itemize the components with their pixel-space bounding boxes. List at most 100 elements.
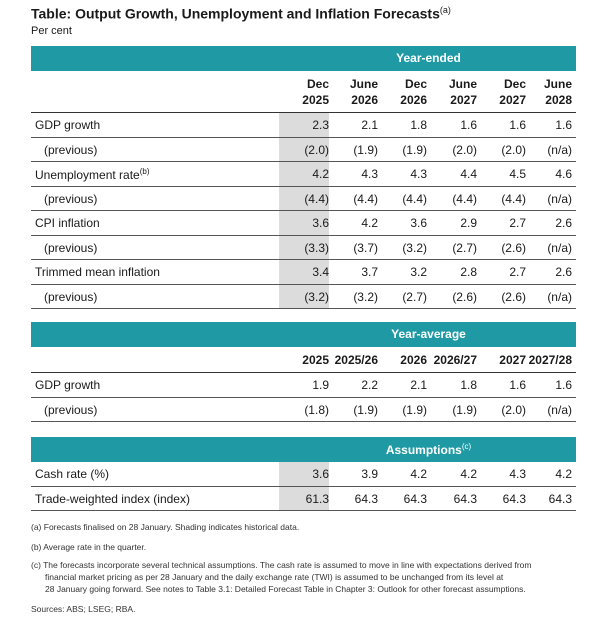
table-cell: 1.8 bbox=[410, 118, 427, 132]
table-cell: 3.7 bbox=[361, 265, 378, 279]
row-label: Unemployment rate(b) bbox=[35, 167, 150, 182]
col-header: 2025 bbox=[302, 353, 329, 367]
table-cell: (4.4) bbox=[353, 191, 378, 206]
table-cell: 2.9 bbox=[460, 216, 477, 230]
table-cell: 3.6 bbox=[410, 216, 427, 230]
table-cell: (n/a) bbox=[547, 402, 572, 417]
table-cell: (2.0) bbox=[501, 142, 526, 157]
table-cell: 1.9 bbox=[312, 378, 329, 392]
col-header: 2027 bbox=[499, 353, 526, 367]
row-label: Trimmed mean inflation bbox=[35, 265, 160, 279]
table-cell: 3.6 bbox=[279, 462, 329, 486]
table-cell: (2.7) bbox=[452, 240, 477, 255]
table-cell: 4.2 bbox=[279, 162, 329, 186]
footnote-c: (c) The forecasts incorporate several te… bbox=[31, 559, 571, 595]
row-label: GDP growth bbox=[35, 378, 101, 392]
table-cell: 2.6 bbox=[555, 216, 572, 230]
col-header: June 2027 bbox=[448, 77, 477, 107]
table-cell: 2.7 bbox=[509, 216, 526, 230]
footnote-a: (a) Forecasts finalised on 28 January. S… bbox=[31, 522, 300, 532]
table-cell: 64.3 bbox=[548, 491, 572, 506]
table-cell: (4.4) bbox=[501, 191, 526, 206]
table-cell: 4.2 bbox=[460, 467, 477, 481]
table-row: GDP growth 2.3 2.1 1.8 1.6 1.6 1.6 bbox=[31, 113, 576, 138]
table-cell: 4.5 bbox=[509, 167, 526, 181]
table-cell: 2.6 bbox=[555, 265, 572, 279]
table-cell: (4.4) bbox=[452, 191, 477, 206]
table-cell: 64.3 bbox=[403, 491, 427, 506]
table-cell: (2.7) bbox=[402, 289, 427, 304]
table-cell: 3.2 bbox=[410, 265, 427, 279]
table-cell: 3.6 bbox=[279, 211, 329, 235]
table-cell: (1.9) bbox=[402, 402, 427, 417]
year-average-header: 2025 2025/26 2026 2026/27 2027 2027/28 bbox=[31, 347, 576, 373]
row-label: CPI inflation bbox=[35, 216, 100, 230]
table-cell: (n/a) bbox=[547, 142, 572, 157]
row-label: Cash rate (%) bbox=[35, 467, 110, 481]
table-row: Trimmed mean inflation 3.4 3.7 3.2 2.8 2.7 2.6 bbox=[31, 260, 576, 285]
table-cell: (4.4) bbox=[402, 191, 427, 206]
footnote-b: (b) Average rate in the quarter. bbox=[31, 542, 147, 552]
table-row: (previous) (3.3) (3.7) (3.2) (2.7) (2.6) (n/a) bbox=[31, 235, 576, 260]
footnote-c-line: financial market pricing as per 28 Janua… bbox=[45, 572, 504, 582]
col-header: Dec 2027 bbox=[499, 77, 526, 107]
table-cell: 4.3 bbox=[410, 167, 427, 181]
table-cell: 2.7 bbox=[509, 265, 526, 279]
table-cell: 2.3 bbox=[279, 113, 329, 137]
table-cell: (n/a) bbox=[547, 240, 572, 255]
row-label: (previous) bbox=[44, 191, 98, 206]
table-cell: 2.2 bbox=[361, 378, 378, 392]
table-cell: (3.2) bbox=[402, 240, 427, 255]
table-cell: (2.6) bbox=[452, 289, 477, 304]
unit-label: Per cent bbox=[31, 25, 72, 37]
table-cell: (2.0) bbox=[501, 402, 526, 417]
band-label: Assumptions(c) bbox=[385, 442, 472, 457]
col-header: 2026/27 bbox=[433, 353, 477, 367]
assumptions-section: Assumptions(c) Cash rate (%) 3.6 3.9 4.2 4.2… bbox=[31, 437, 576, 511]
table-cell: (1.9) bbox=[452, 402, 477, 417]
sources-note: Sources: ABS; LSEG; RBA. bbox=[31, 604, 136, 614]
table-cell: (2.0) bbox=[279, 137, 329, 161]
table-cell: (2.6) bbox=[501, 289, 526, 304]
table-cell: 2.1 bbox=[361, 118, 378, 132]
table-cell: 1.6 bbox=[509, 378, 526, 392]
table-cell: (1.9) bbox=[353, 402, 378, 417]
table-row: Trade-weighted index (index) 61.3 64.3 64.3… bbox=[31, 486, 576, 511]
table-cell: 2.1 bbox=[410, 378, 427, 392]
band-label: Year-ended bbox=[396, 51, 461, 65]
row-label: (previous) bbox=[44, 240, 98, 255]
table-cell: (4.4) bbox=[279, 186, 329, 210]
band-label: Year-average bbox=[391, 327, 466, 341]
year-average-band: Year-average bbox=[31, 322, 576, 347]
table-cell: 4.2 bbox=[555, 467, 572, 481]
year-ended-band: Year-ended bbox=[31, 46, 576, 71]
year-ended-section: Year-ended Dec 2025 June 2026 Dec 2026 June… bbox=[31, 46, 576, 309]
table-cell: 1.8 bbox=[460, 378, 477, 392]
table-cell: (3.7) bbox=[353, 240, 378, 255]
table-cell: 3.9 bbox=[361, 467, 378, 481]
col-header: Dec 2025 bbox=[302, 77, 329, 107]
table-cell: (2.0) bbox=[452, 142, 477, 157]
year-average-section: Year-average 2025 2025/26 2026 2026/27 2… bbox=[31, 322, 576, 422]
col-header: 2026 bbox=[400, 353, 427, 367]
table-cell: (1.9) bbox=[353, 142, 378, 157]
table-cell: 2.8 bbox=[460, 265, 477, 279]
table-row: CPI inflation 3.6 4.2 3.6 2.9 2.7 2.6 bbox=[31, 211, 576, 236]
table-row: (previous) (3.2) (3.2) (2.7) (2.6) (2.6) (n/a) bbox=[31, 284, 576, 309]
col-header: June 2028 bbox=[543, 77, 572, 107]
table-cell: (3.3) bbox=[279, 235, 329, 259]
table-cell: 4.3 bbox=[509, 467, 526, 481]
col-header: 2027/28 bbox=[528, 353, 572, 367]
table-row: Cash rate (%) 3.6 3.9 4.2 4.2 4.3 4.2 bbox=[31, 462, 576, 487]
row-label: (previous) bbox=[44, 402, 98, 417]
table-row: (previous) (4.4) (4.4) (4.4) (4.4) (4.4) (n/a) bbox=[31, 186, 576, 211]
table-cell: 61.3 bbox=[279, 486, 329, 510]
table-cell: (3.2) bbox=[353, 289, 378, 304]
table-cell: 3.4 bbox=[279, 260, 329, 284]
row-label: (previous) bbox=[44, 289, 98, 304]
table-cell: 64.3 bbox=[453, 491, 477, 506]
assumptions-band: Assumptions(c) bbox=[31, 437, 576, 462]
table-cell: 4.3 bbox=[361, 167, 378, 181]
table-cell: (n/a) bbox=[547, 191, 572, 206]
col-header: 2025/26 bbox=[334, 353, 378, 367]
